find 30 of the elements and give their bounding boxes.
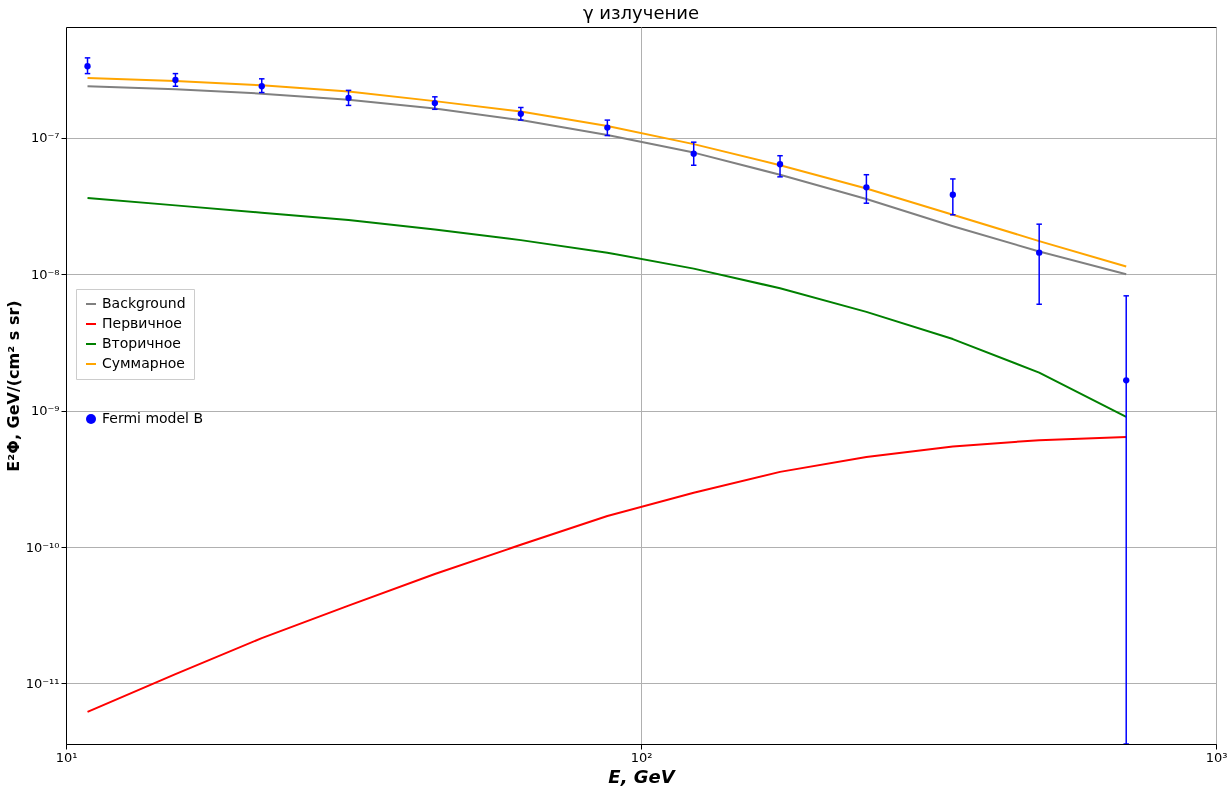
point: [258, 83, 265, 90]
line-series: [86, 436, 1128, 713]
point: [1036, 249, 1043, 256]
point: [776, 161, 784, 168]
legend-label: Вторичное: [102, 335, 181, 351]
point: [517, 110, 524, 118]
point: [431, 99, 439, 107]
point: [949, 191, 956, 198]
y-tick-label: 10⁻⁹: [30, 403, 60, 419]
point: [690, 150, 697, 157]
point: [84, 63, 91, 70]
point: [345, 94, 352, 102]
point: [604, 124, 611, 131]
point: [172, 76, 179, 84]
x-tick-label: 10²: [630, 749, 653, 765]
x-axis-title: E, GeV: [608, 765, 677, 787]
point: [863, 184, 870, 191]
legend-label: Background: [102, 295, 186, 311]
y-tick-label: 10⁻⁷: [30, 130, 60, 146]
legend-label: Суммарное: [102, 355, 185, 371]
y-tick-label: 10⁻¹¹: [25, 675, 60, 691]
y-tick-label: 10⁻¹⁰: [25, 539, 60, 555]
x-tick-label: 10¹: [55, 749, 78, 765]
x-tick-label: 10³: [1205, 749, 1228, 765]
y-axis-title: E²Φ, GeV/(cm² s sr): [3, 300, 23, 472]
chart-title: γ излучение: [582, 2, 700, 23]
point: [1123, 377, 1130, 384]
legend-label: Fermi model B: [102, 410, 204, 426]
y-tick-label: 10⁻⁸: [30, 266, 60, 282]
legend-label: Первичное: [102, 315, 182, 331]
